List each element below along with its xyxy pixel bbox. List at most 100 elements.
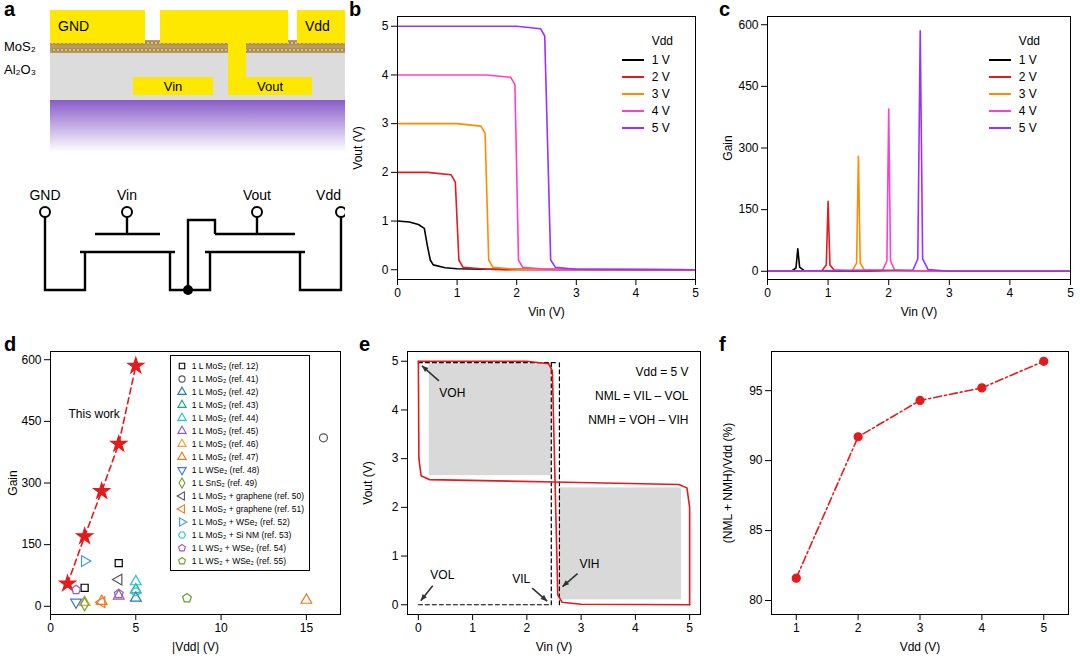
svg-text:4: 4 [633,286,640,300]
svg-text:NMH = VOH – VIH: NMH = VOH – VIH [588,413,688,427]
svg-text:300: 300 [21,476,41,490]
svg-text:4: 4 [979,621,986,635]
svg-text:600: 600 [21,353,41,367]
svg-text:2: 2 [513,286,520,300]
svg-text:3: 3 [946,286,953,300]
svg-text:10: 10 [214,621,228,635]
svg-text:1: 1 [825,286,832,300]
svg-text:2: 2 [855,621,862,635]
svg-text:5: 5 [1040,621,1047,635]
svg-text:5: 5 [392,354,399,368]
html-text:2 V: 2 V [1018,69,1037,84]
svg-text:Vdd: Vdd [316,187,341,203]
svg-text:0: 0 [415,621,422,635]
svg-text:Vin (V): Vin (V) [528,305,564,319]
svg-text:VIH: VIH [579,557,599,571]
svg-text:4: 4 [392,403,399,417]
html-text:1 V: 1 V [1018,52,1037,67]
svg-text:85: 85 [749,523,763,537]
svg-text:3: 3 [392,451,399,465]
svg-text:Vin (V): Vin (V) [901,305,937,319]
svg-text:Vin: Vin [164,79,183,94]
svg-text:150: 150 [21,537,41,551]
svg-text:0: 0 [392,598,399,612]
svg-text:|Vdd| (V): |Vdd| (V) [172,640,219,654]
svg-text:150: 150 [738,202,758,216]
html-text:3 V: 3 V [1018,86,1037,101]
html-text:1 L MoS₂ (ref. 44): 1 L MoS₂ (ref. 44) [191,412,259,423]
svg-text:Vdd: Vdd [305,18,330,34]
svg-text:Vdd (V): Vdd (V) [900,640,941,654]
svg-text:2: 2 [524,621,531,635]
svg-text:4: 4 [382,68,389,82]
svg-text:0: 0 [752,264,759,278]
html-text:1 L MoS₂ (ref. 43): 1 L MoS₂ (ref. 43) [191,399,259,410]
svg-text:300: 300 [738,141,758,155]
svg-text:5: 5 [686,621,693,635]
svg-text:80: 80 [749,593,763,607]
svg-text:0: 0 [35,599,42,613]
svg-text:Vin: Vin [117,187,137,203]
svg-text:VOH: VOH [439,386,465,400]
svg-text:Vdd = 5 V: Vdd = 5 V [635,365,688,379]
html-text:5 V: 5 V [651,120,670,135]
svg-text:0: 0 [764,286,771,300]
svg-text:Vout: Vout [257,79,283,94]
html-text:d: d [4,333,17,355]
svg-text:450: 450 [21,414,41,428]
svg-text:3: 3 [917,621,924,635]
html-text:4 V: 4 V [651,103,670,118]
svg-text:15: 15 [300,621,314,635]
svg-text:1: 1 [382,214,389,228]
svg-text:95: 95 [749,384,763,398]
svg-text:VIL: VIL [512,572,530,586]
svg-text:Al₂O₃: Al₂O₃ [4,62,36,77]
svg-text:3: 3 [382,116,389,130]
svg-text:2: 2 [392,500,399,514]
svg-text:Gain: Gain [721,135,735,160]
html-text:3 V: 3 V [651,86,670,101]
html-text:1 V: 1 V [651,52,670,67]
svg-text:GND: GND [58,18,89,34]
html-text:1 L MoS₂ (ref. 12): 1 L MoS₂ (ref. 12) [191,360,259,371]
svg-text:Gain: Gain [6,470,20,495]
html-text:5 V: 5 V [1018,120,1037,135]
svg-text:4: 4 [632,621,639,635]
svg-text:5: 5 [1067,286,1074,300]
html-text:Vdd: Vdd [1018,34,1040,48]
svg-text:3: 3 [578,621,585,635]
html-text:Vdd: Vdd [651,34,673,48]
svg-text:0: 0 [394,286,401,300]
svg-text:4: 4 [1007,286,1014,300]
html-text:1 L MoS₂ (ref. 42): 1 L MoS₂ (ref. 42) [191,386,259,397]
svg-text:3: 3 [573,286,580,300]
svg-text:Vout (V): Vout (V) [361,461,375,504]
svg-text:VOL: VOL [430,568,454,582]
svg-text:0: 0 [47,621,54,635]
svg-text:1: 1 [392,549,399,563]
svg-text:600: 600 [738,18,758,32]
svg-text:Vout: Vout [243,187,271,203]
svg-text:2: 2 [885,286,892,300]
svg-text:1: 1 [793,621,800,635]
svg-text:5: 5 [132,621,139,635]
svg-text:(NML + NMH)/Vdd (%): (NML + NMH)/Vdd (%) [721,423,735,544]
html-text:1 L MoS₂ (ref. 41): 1 L MoS₂ (ref. 41) [191,373,259,384]
svg-text:Vin (V): Vin (V) [536,640,572,654]
svg-text:MoS₂: MoS₂ [4,39,36,54]
svg-text:1: 1 [469,621,476,635]
svg-text:90: 90 [749,453,763,467]
html-text:2 V: 2 V [651,69,670,84]
svg-text:Vout (V): Vout (V) [351,126,365,169]
svg-text:5: 5 [692,286,699,300]
svg-text:1: 1 [454,286,461,300]
svg-text:This work: This work [69,407,121,421]
html-text:e: e [359,333,371,355]
svg-text:GND: GND [29,187,60,203]
svg-text:NML = VIL – VOL: NML = VIL – VOL [595,389,689,403]
svg-text:5: 5 [382,19,389,33]
svg-text:2: 2 [382,165,389,179]
svg-text:450: 450 [738,79,758,93]
svg-text:0: 0 [382,263,389,277]
html-text:4 V: 4 V [1018,103,1037,118]
